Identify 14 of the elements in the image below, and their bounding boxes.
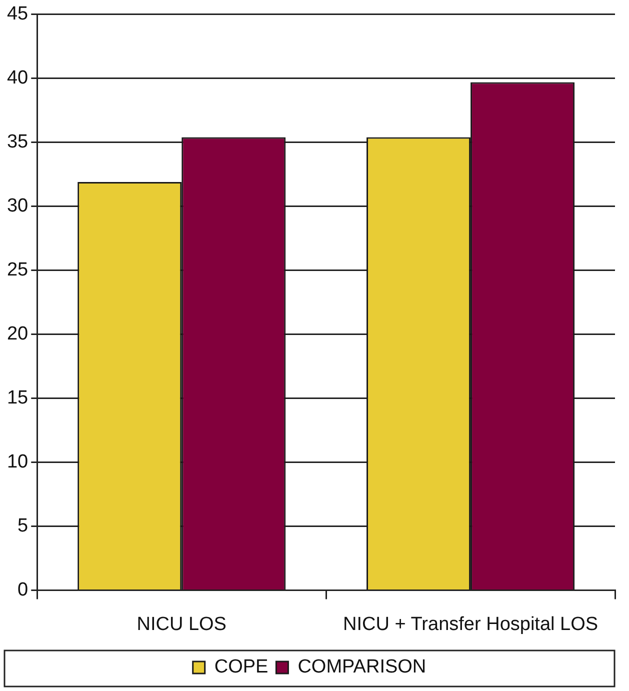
y-tick-label: 15 — [6, 388, 28, 408]
y-tick-label: 25 — [6, 260, 28, 281]
y-tick-label: 30 — [6, 196, 28, 217]
y-tick-label: 45 — [6, 4, 28, 25]
y-tick-label: 20 — [6, 324, 28, 345]
y-tick-label: 5 — [18, 515, 28, 536]
y-tick-label: 35 — [6, 132, 28, 153]
y-tick-label: 0 — [18, 579, 28, 600]
y-tick-label: 10 — [6, 451, 28, 472]
x-tick-label: NICU + Transfer Hospital LOS — [343, 614, 598, 635]
legend-label: COPE — [214, 656, 268, 678]
x-tick-label: NICU LOS — [136, 614, 226, 635]
y-tick-label: 40 — [6, 68, 28, 89]
legend-label: COMPARISON — [298, 656, 426, 678]
